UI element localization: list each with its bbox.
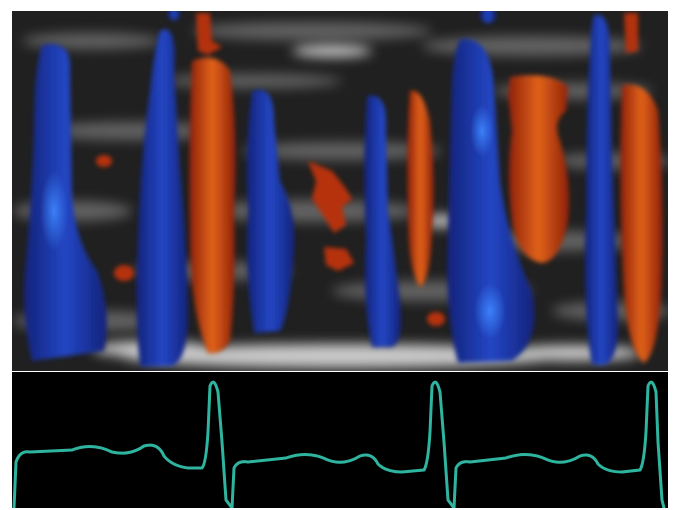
ecg-trace xyxy=(12,380,666,508)
doppler-image xyxy=(12,11,668,371)
ecg-waveform xyxy=(12,380,666,508)
red-flow-regions xyxy=(96,13,663,363)
color-doppler-panel xyxy=(12,11,668,371)
blue-flow-highlights xyxy=(40,105,506,339)
ecg-strip xyxy=(12,372,668,508)
